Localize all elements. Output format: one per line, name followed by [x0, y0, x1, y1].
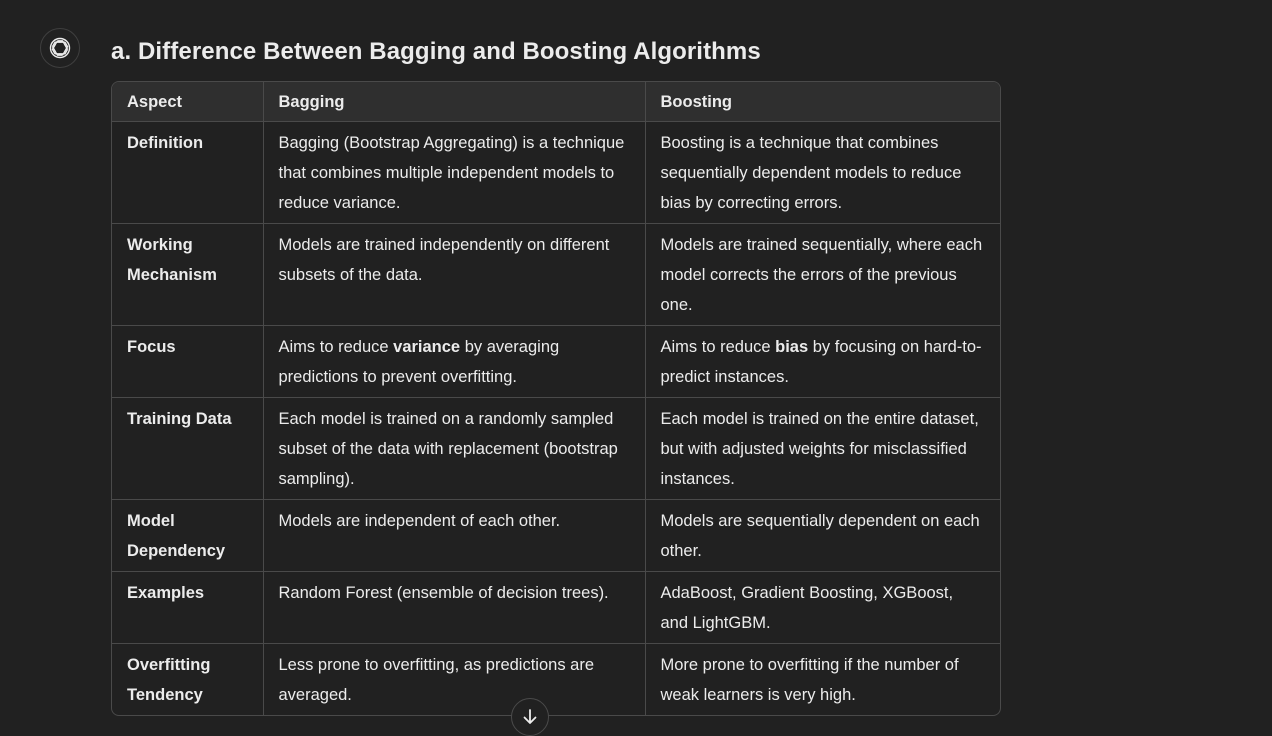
- comparison-table: Aspect Bagging Boosting Definition Baggi…: [112, 82, 1000, 715]
- header-bagging: Bagging: [263, 82, 646, 122]
- boosting-cell: Models are sequentially dependent on eac…: [645, 499, 1000, 572]
- emphasis-bias: bias: [775, 338, 809, 356]
- header-boosting: Boosting: [645, 82, 1000, 122]
- bagging-cell: Aims to reduce variance by averaging pre…: [263, 325, 646, 398]
- aspect-cell: Definition: [112, 121, 264, 224]
- table-row: Working Mechanism Models are trained ind…: [112, 223, 1000, 326]
- bagging-cell: Models are independent of each other.: [263, 499, 646, 572]
- boosting-cell: Each model is trained on the entire data…: [645, 397, 1000, 500]
- boosting-cell: AdaBoost, Gradient Boosting, XGBoost, an…: [645, 571, 1000, 644]
- table-row: Definition Bagging (Bootstrap Aggregatin…: [112, 121, 1000, 224]
- boosting-cell: Boosting is a technique that combines se…: [645, 121, 1000, 224]
- bagging-cell: Models are trained independently on diff…: [263, 223, 646, 326]
- bagging-cell: Each model is trained on a randomly samp…: [263, 397, 646, 500]
- comparison-table-container: Aspect Bagging Boosting Definition Baggi…: [111, 81, 1001, 716]
- cell-text: by averaging predictions to prevent over…: [278, 338, 560, 386]
- cell-text: by focusing on hard-to-predict instances…: [660, 338, 982, 386]
- arrow-down-icon: [523, 709, 537, 724]
- aspect-cell: Examples: [112, 571, 264, 644]
- aspect-cell: Overfitting Tendency: [112, 643, 264, 715]
- openai-logo-icon: [49, 37, 71, 59]
- aspect-cell: Model Dependency: [112, 499, 264, 572]
- scroll-to-bottom-button[interactable]: [511, 698, 549, 736]
- cell-text: Aims to reduce: [660, 338, 776, 356]
- table-row: Examples Random Forest (ensemble of deci…: [112, 571, 1000, 644]
- assistant-avatar: [40, 28, 80, 68]
- emphasis-variance: variance: [393, 338, 461, 356]
- table-row: Overfitting Tendency Less prone to overf…: [112, 643, 1000, 715]
- section-heading: a. Difference Between Bagging and Boosti…: [111, 38, 761, 65]
- bagging-cell: Random Forest (ensemble of decision tree…: [263, 571, 646, 644]
- table-header-row: Aspect Bagging Boosting: [112, 82, 1000, 122]
- bagging-cell: Less prone to overfitting, as prediction…: [263, 643, 646, 715]
- header-aspect: Aspect: [112, 82, 264, 122]
- aspect-cell: Working Mechanism: [112, 223, 264, 326]
- cell-text: Aims to reduce: [278, 338, 394, 356]
- table-row: Training Data Each model is trained on a…: [112, 397, 1000, 500]
- table-row: Model Dependency Models are independent …: [112, 499, 1000, 572]
- aspect-cell: Focus: [112, 325, 264, 398]
- table-row: Focus Aims to reduce variance by averagi…: [112, 325, 1000, 398]
- aspect-cell: Training Data: [112, 397, 264, 500]
- bagging-cell: Bagging (Bootstrap Aggregating) is a tec…: [263, 121, 646, 224]
- boosting-cell: Models are trained sequentially, where e…: [645, 223, 1000, 326]
- boosting-cell: More prone to overfitting if the number …: [660, 656, 959, 704]
- boosting-cell: Aims to reduce bias by focusing on hard-…: [645, 325, 1000, 398]
